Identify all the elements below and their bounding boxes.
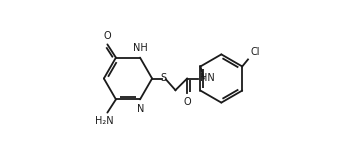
Text: N: N (137, 104, 144, 114)
Text: H₂N: H₂N (95, 116, 114, 126)
Text: O: O (103, 31, 111, 41)
Text: HN: HN (200, 73, 214, 83)
Text: NH: NH (133, 43, 148, 53)
Text: Cl: Cl (250, 47, 259, 57)
Text: S: S (161, 73, 167, 83)
Text: O: O (183, 97, 191, 107)
